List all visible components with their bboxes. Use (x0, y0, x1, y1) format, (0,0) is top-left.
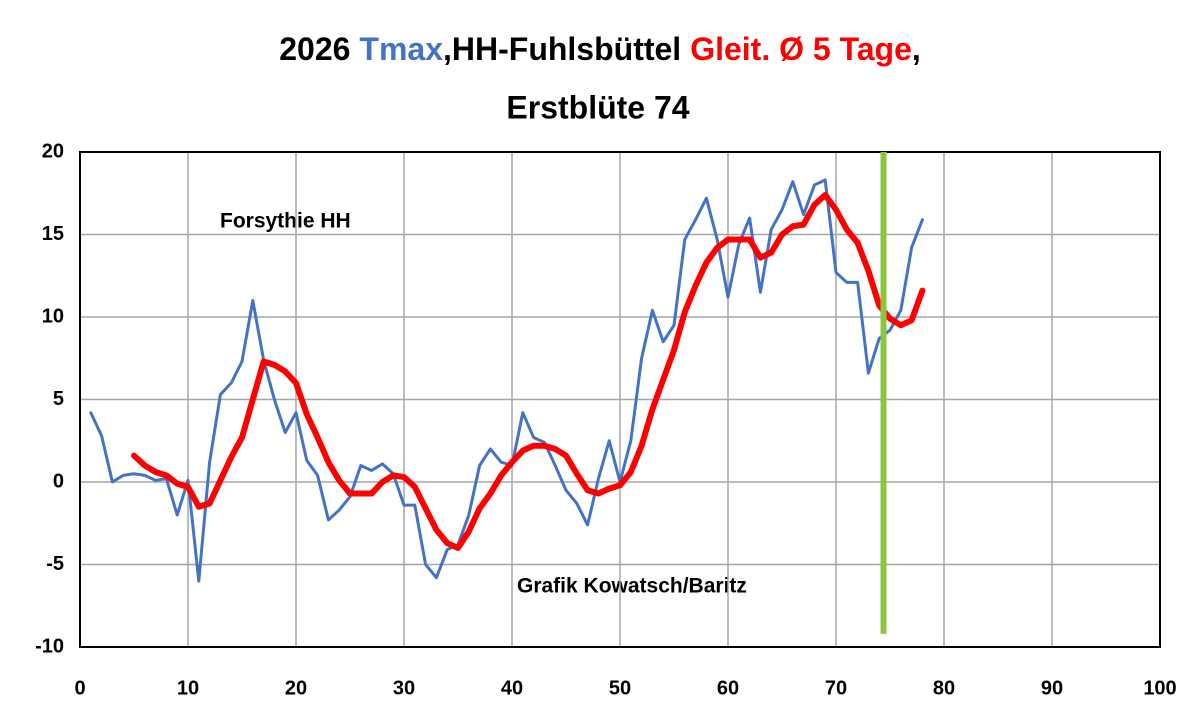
x-tick-label: 90 (1041, 677, 1063, 699)
data-line (89, 178, 924, 583)
x-tick-label: 100 (1143, 677, 1176, 699)
x-tick-label: 30 (393, 677, 415, 699)
plot-border (79, 151, 1161, 648)
x-tick-label: 0 (74, 677, 85, 699)
annotation: Forsythie HH (220, 210, 351, 233)
y-tick-label: 0 (53, 470, 64, 492)
title-year: 2026 (279, 31, 350, 67)
title-end: , (912, 31, 921, 67)
legend-series: Gleit. Ø 5 Tage (690, 31, 912, 67)
data-line (131, 191, 926, 551)
title-station: ,HH-Fuhlsbüttel (443, 31, 681, 67)
x-tick-label: 70 (825, 677, 847, 699)
x-tick-label: 40 (501, 677, 523, 699)
annotation: Grafik Kowatsch/Baritz (517, 575, 747, 598)
x-tick-label: 20 (285, 677, 307, 699)
x-tick-label: 10 (177, 677, 199, 699)
y-tick-label: 15 (42, 223, 64, 245)
y-tick-label: 5 (53, 388, 64, 410)
y-tick-label: -5 (46, 553, 64, 575)
legend-series: Tmax (359, 31, 443, 67)
chart-subtitle: Erstblüte 74 (506, 89, 689, 125)
x-tick-label: 50 (609, 677, 631, 699)
y-tick-label: 20 (42, 140, 64, 162)
x-tick-label: 80 (933, 677, 955, 699)
x-tick-label: 60 (717, 677, 739, 699)
y-tick-label: 10 (42, 305, 64, 327)
chart-title: 2026 Tmax,HH-Fuhlsbüttel Gleit. Ø 5 Tage, (279, 31, 921, 67)
y-tick-label: -10 (35, 635, 64, 657)
